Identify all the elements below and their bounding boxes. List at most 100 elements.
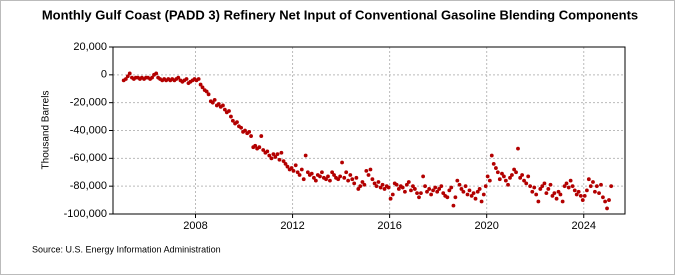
point (285, 164, 290, 169)
point (425, 189, 429, 194)
point (249, 134, 253, 138)
point (227, 109, 231, 113)
point (346, 178, 351, 183)
x-tick-label: 2008 (183, 220, 207, 232)
point (176, 75, 181, 80)
point (457, 182, 462, 187)
point (554, 196, 559, 201)
point (348, 173, 353, 177)
point (578, 194, 583, 198)
point (591, 180, 595, 184)
source: Source: U.S. Energy Information Administ… (32, 244, 221, 254)
point (356, 187, 361, 191)
point (257, 145, 262, 150)
point (558, 192, 563, 197)
point (409, 188, 413, 193)
y-tick-label: -20,000 (70, 97, 107, 109)
point (394, 182, 399, 187)
point (552, 191, 557, 196)
point (212, 97, 217, 102)
y-tick-label: -80,000 (70, 180, 107, 192)
point (259, 134, 264, 138)
point (494, 166, 498, 170)
point (305, 170, 310, 175)
point (495, 170, 500, 175)
point (550, 194, 555, 198)
point (303, 153, 308, 158)
point (479, 199, 484, 204)
point (267, 153, 272, 158)
point (229, 114, 233, 119)
point (291, 168, 296, 173)
point (299, 167, 304, 172)
point (328, 178, 332, 183)
point (326, 174, 330, 179)
point (548, 182, 553, 187)
y-tick-label: -40,000 (70, 124, 107, 136)
point (461, 189, 466, 194)
point (423, 184, 427, 189)
point (354, 175, 359, 180)
point (522, 178, 526, 183)
point (528, 184, 533, 189)
point (330, 170, 335, 175)
y-tick-label: 20,000 (73, 41, 107, 53)
point (568, 178, 573, 183)
point (301, 177, 306, 182)
point (376, 180, 381, 184)
x-tick-label: 2024 (572, 220, 596, 232)
point (269, 156, 274, 161)
point (261, 148, 266, 152)
point (467, 188, 472, 193)
point (378, 185, 383, 190)
point (469, 194, 474, 198)
point (544, 191, 549, 196)
point (342, 175, 347, 180)
point (406, 180, 411, 184)
point (564, 181, 569, 186)
point (487, 178, 492, 183)
point (366, 173, 371, 177)
point (277, 157, 282, 162)
point (477, 187, 482, 191)
point (289, 166, 294, 170)
point (601, 195, 605, 200)
point (125, 74, 130, 79)
point (459, 187, 464, 191)
point (318, 174, 322, 179)
point (570, 184, 575, 189)
point (419, 191, 423, 196)
point (222, 107, 227, 112)
point (295, 170, 300, 175)
point (403, 189, 407, 194)
point (235, 120, 239, 125)
point (538, 187, 543, 191)
point (593, 189, 597, 194)
point (546, 187, 551, 191)
point (481, 192, 486, 197)
point (451, 203, 456, 208)
chart-title: Monthly Gulf Coast (PADD 3) Refinery Net… (42, 7, 638, 22)
point (421, 174, 426, 179)
point (380, 182, 385, 187)
point (239, 125, 244, 130)
point (597, 191, 601, 196)
point (574, 192, 579, 197)
point (566, 185, 571, 190)
point (556, 189, 561, 194)
point (265, 149, 270, 154)
point (518, 175, 523, 180)
point (324, 177, 328, 182)
point (542, 181, 547, 186)
point (510, 173, 514, 177)
point (293, 163, 298, 168)
point (417, 195, 421, 200)
point (576, 189, 581, 194)
point (362, 182, 367, 187)
point (352, 181, 357, 186)
point (508, 175, 512, 180)
point (463, 184, 468, 189)
point (390, 192, 395, 197)
x-tick-label: 2020 (474, 220, 498, 232)
point (368, 167, 373, 172)
